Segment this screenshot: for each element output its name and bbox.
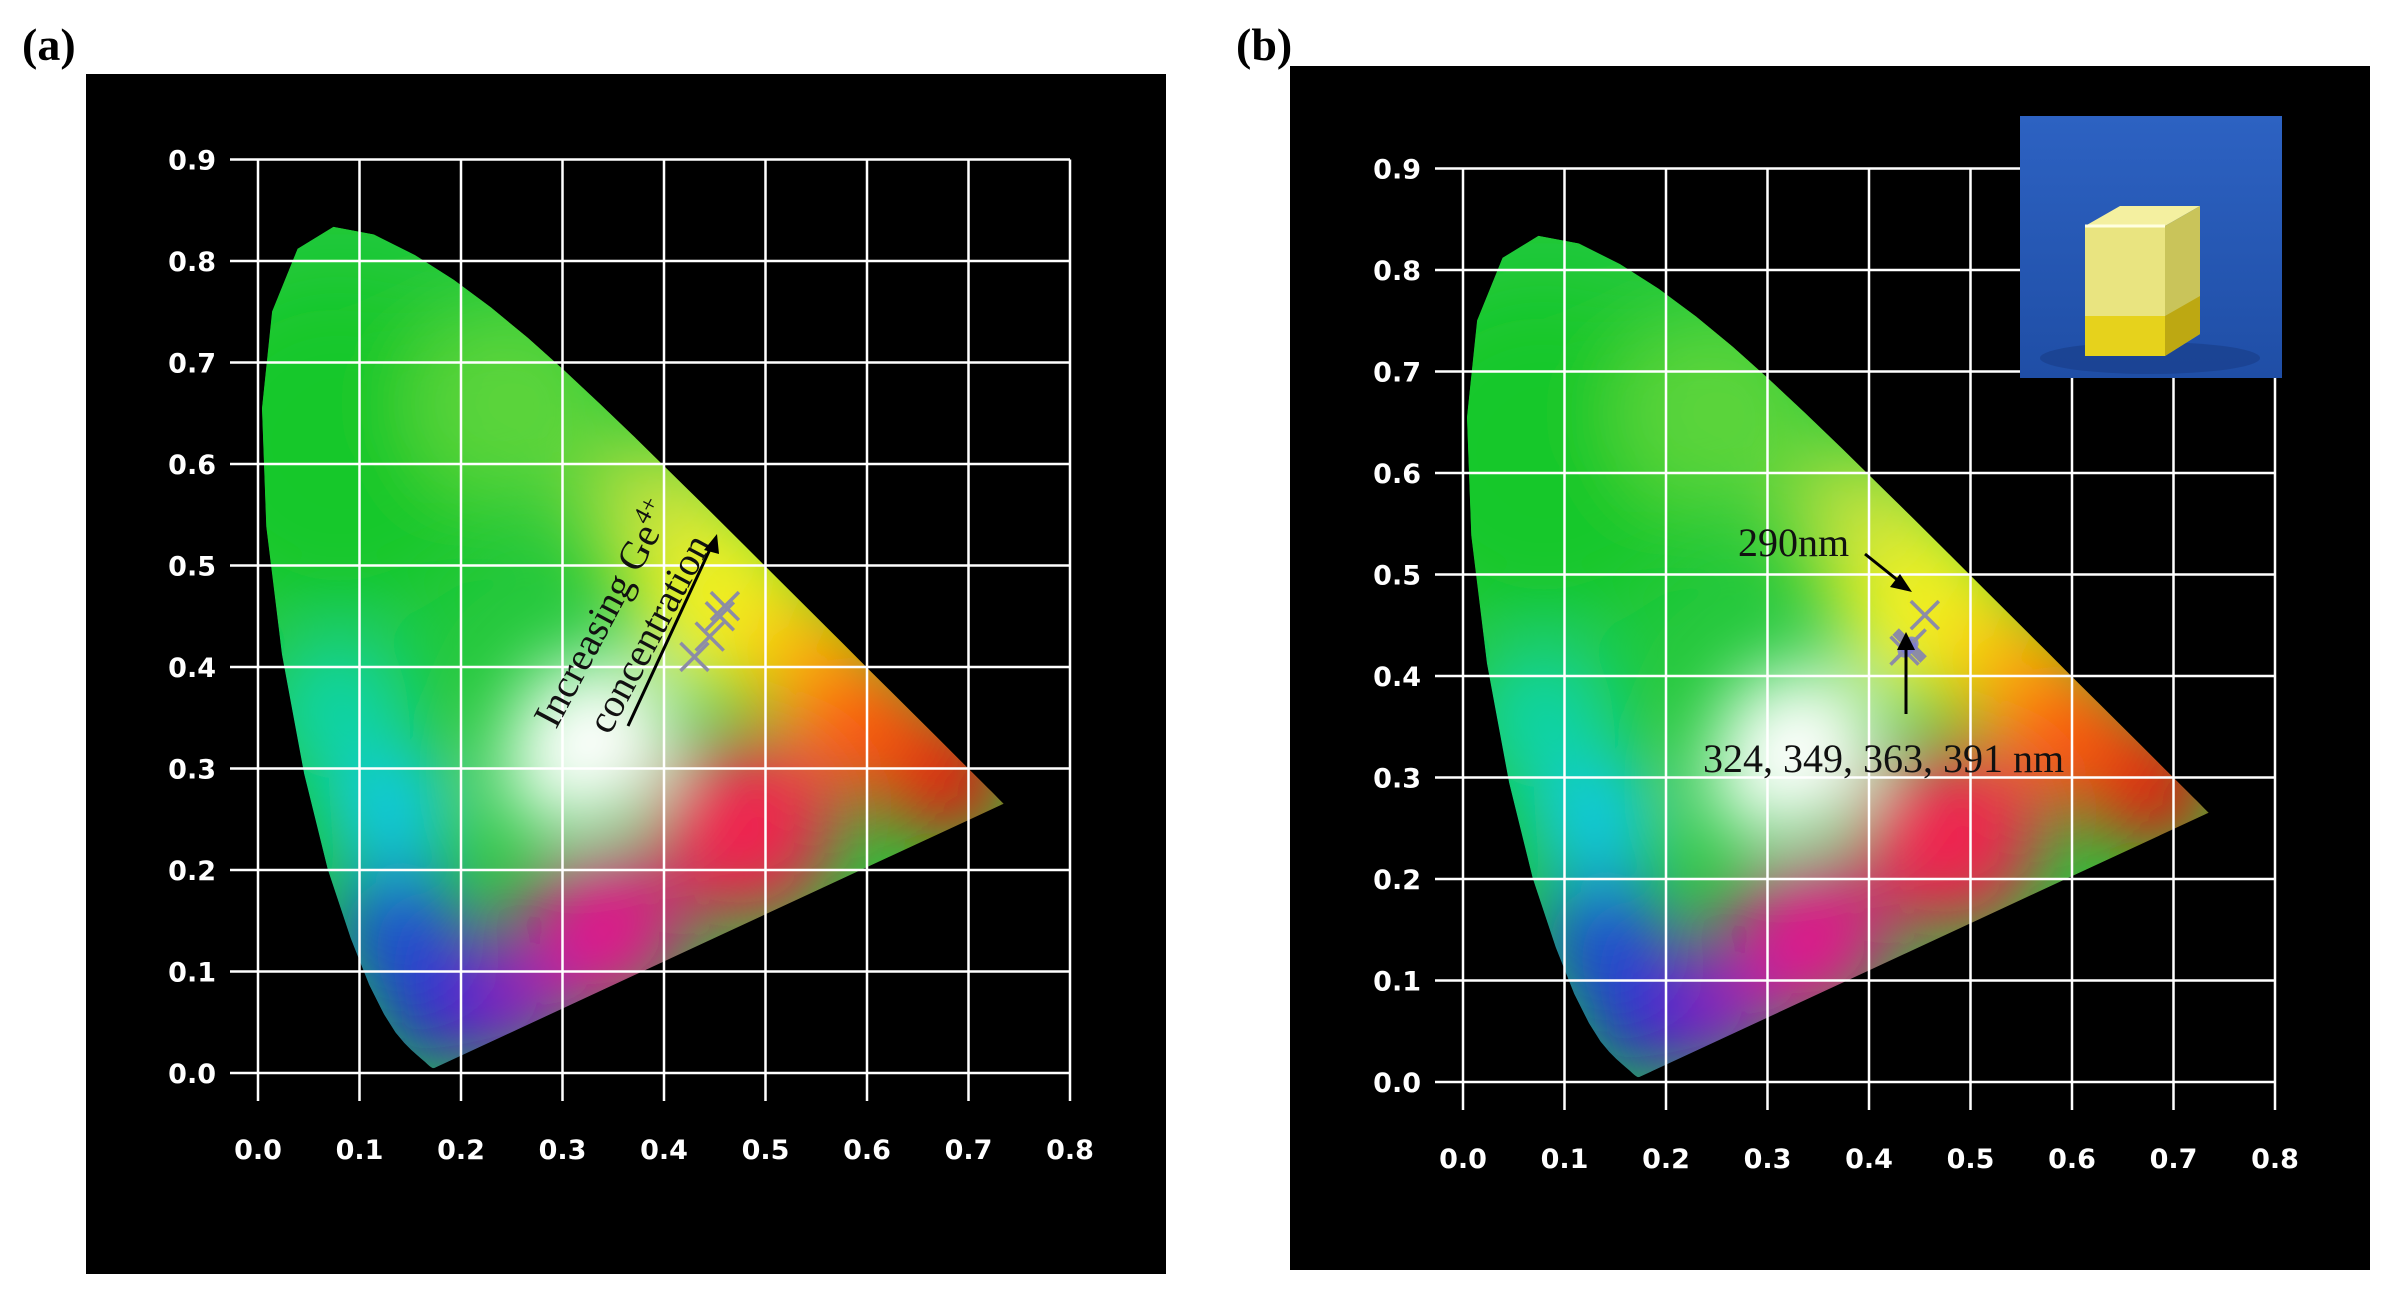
y-tick-label: 0.5	[1373, 561, 1421, 592]
y-tick-label: 0.6	[168, 450, 216, 481]
x-tick-label: 0.3	[1744, 1144, 1792, 1175]
data-point-marker	[679, 641, 710, 673]
y-tick-label: 0.9	[1373, 155, 1421, 186]
y-tick-label: 0.5	[168, 552, 216, 583]
x-tick-labels: 0.0 0.1 0.2 0.3 0.4 0.5 0.6 0.7 0.8	[234, 1135, 1094, 1166]
increasing-arrow	[626, 534, 719, 727]
data-point-marker	[1909, 599, 1941, 631]
y-tick-label: 0.9	[168, 146, 216, 177]
cie-chart-b: 0.0 0.1 0.2 0.3 0.4 0.5 0.6 0.7 0.8 0.0 0.1 0.2 0.3…	[1290, 66, 2370, 1270]
x-tick-label: 0.6	[843, 1135, 891, 1166]
arrow-multi	[1897, 632, 1915, 714]
data-point-marker	[704, 601, 736, 632]
x-tick-label: 0.2	[1642, 1144, 1690, 1175]
x-tick-label: 0.5	[742, 1135, 790, 1166]
y-tick-label: 0.2	[168, 856, 216, 887]
cie-chart-a: 0.0 0.1 0.2 0.3 0.4 0.5 0.6 0.7 0.8 0.0 0.1 0.2 0.3…	[86, 74, 1166, 1274]
x-tick-label: 0.2	[437, 1135, 485, 1166]
x-tick-label: 0.1	[336, 1135, 384, 1166]
panel-label-b: (b)	[1236, 19, 1293, 70]
x-tick-label: 0.7	[945, 1135, 993, 1166]
x-tick-label: 0.4	[640, 1135, 688, 1166]
x-tick-label: 0.8	[2251, 1144, 2299, 1175]
concentration-text: Increasing Ge4+ concentration	[524, 492, 719, 740]
y-tick-label: 0.4	[168, 653, 216, 684]
x-tick-label: 0.8	[1046, 1135, 1094, 1166]
data-markers	[679, 590, 741, 673]
panel-label-a: (a)	[22, 19, 76, 70]
y-tick-labels: 0.0 0.1 0.2 0.3 0.4 0.5 0.6 0.7 0.8 0.9	[1373, 155, 1421, 1100]
data-point-marker	[694, 621, 725, 652]
grid	[230, 158, 1072, 1101]
x-tick-label: 0.3	[539, 1135, 587, 1166]
x-tick-label: 0.4	[1845, 1144, 1893, 1175]
inset-crystal-photo	[2020, 116, 2282, 378]
label-multi-wavelength: 324, 349, 363, 391 nm	[1703, 736, 2064, 781]
y-tick-label: 0.1	[168, 958, 216, 989]
y-tick-label: 0.1	[1373, 967, 1421, 998]
y-tick-label: 0.7	[1373, 358, 1421, 389]
label-290nm: 290nm	[1738, 520, 1849, 565]
y-tick-label: 0.3	[168, 755, 216, 786]
y-tick-label: 0.6	[1373, 459, 1421, 490]
arrow-290nm	[1864, 552, 1912, 592]
data-point-marker	[709, 590, 741, 622]
x-tick-label: 0.0	[234, 1135, 282, 1166]
x-tick-label: 0.0	[1439, 1144, 1487, 1175]
y-tick-label: 0.0	[168, 1059, 216, 1090]
y-tick-label: 0.2	[1373, 865, 1421, 896]
x-tick-label: 0.7	[2150, 1144, 2198, 1175]
y-tick-labels: 0.0 0.1 0.2 0.3 0.4 0.5 0.6 0.7 0.8 0.9	[168, 146, 216, 1091]
x-tick-label: 0.6	[2048, 1144, 2096, 1175]
y-tick-label: 0.7	[168, 349, 216, 380]
x-tick-label: 0.5	[1947, 1144, 1995, 1175]
y-tick-label: 0.0	[1373, 1068, 1421, 1099]
x-tick-label: 0.1	[1541, 1144, 1589, 1175]
y-tick-label: 0.4	[1373, 662, 1421, 693]
y-tick-label: 0.8	[168, 247, 216, 278]
y-tick-label: 0.8	[1373, 256, 1421, 287]
y-tick-label: 0.3	[1373, 764, 1421, 795]
x-tick-labels: 0.0 0.1 0.2 0.3 0.4 0.5 0.6 0.7 0.8	[1439, 1144, 2299, 1175]
